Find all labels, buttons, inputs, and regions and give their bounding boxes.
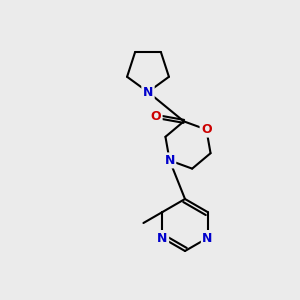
- Text: O: O: [151, 110, 161, 123]
- Text: N: N: [157, 232, 168, 244]
- Text: N: N: [164, 154, 175, 167]
- Text: N: N: [202, 232, 213, 244]
- Text: O: O: [201, 123, 212, 136]
- Text: N: N: [143, 85, 153, 98]
